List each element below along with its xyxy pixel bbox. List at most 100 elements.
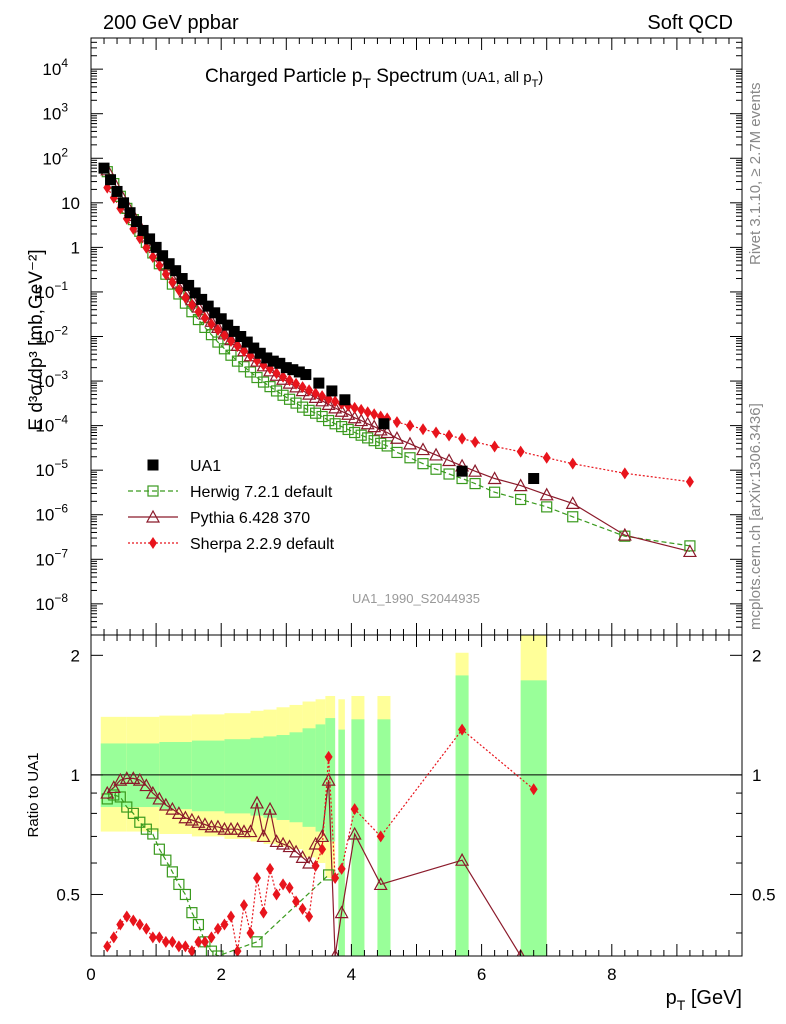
sherpa-main-point: [220, 329, 229, 342]
sherpa-main-point: [285, 374, 294, 387]
ua1-main-point: [144, 233, 156, 245]
pythia-ratio-point: [269, 834, 284, 848]
pythia-ratio-point: [158, 797, 173, 811]
sherpa-ratio-point: [259, 906, 268, 919]
sherpa-ratio-line: [106, 728, 535, 952]
pythia-ratio-point: [373, 877, 388, 891]
sherpa-ratio-point: [285, 881, 294, 894]
legend-sherpa-marker: [149, 537, 157, 549]
ua1-main-point: [215, 313, 227, 325]
sherpa-main-point: [142, 241, 151, 254]
sherpa-ratio-point: [200, 935, 209, 948]
herwig-main-point: [541, 501, 553, 513]
herwig-main-point: [362, 432, 374, 444]
sherpa-main-point: [207, 318, 216, 331]
main-plot-data: [98, 162, 697, 558]
ratio-x-tick-label: 8: [607, 965, 616, 984]
herwig-main-point: [349, 426, 361, 439]
herwig-main-point: [391, 446, 403, 459]
herwig-main-point: [417, 458, 429, 470]
ratio-y-tick-label: 1: [71, 766, 80, 785]
main-y-axis-label: E d³σ/dp³ [mb,GeV⁻²]: [26, 249, 47, 430]
pythia-ratio-point: [139, 778, 154, 792]
ratio-band-inner: [520, 680, 547, 956]
pythia-main-point: [468, 463, 483, 477]
ratio-band-inner: [338, 729, 345, 956]
sherpa-ratio-point: [246, 926, 255, 939]
sherpa-ratio-point: [135, 918, 144, 931]
sherpa-main-point: [419, 423, 428, 436]
sherpa-ratio-point: [187, 945, 196, 956]
sherpa-main-point: [458, 432, 467, 445]
pythia-ratio-point: [282, 839, 297, 853]
pythia-ratio-point: [171, 806, 186, 819]
pythia-main-point: [565, 496, 580, 509]
herwig-main-point: [212, 336, 224, 348]
legend-ua1-label: UA1: [190, 458, 221, 475]
sherpa-main-point: [168, 276, 177, 289]
ua1-main-point: [176, 273, 188, 285]
pythia-main-point: [617, 527, 632, 541]
ua1-main-point: [131, 216, 143, 228]
sherpa-main-point: [161, 268, 170, 281]
ratio-band-inner: [455, 675, 469, 956]
pythia-ratio-point: [302, 855, 317, 869]
ua1-main-point: [456, 465, 468, 477]
sherpa-main-point: [350, 401, 359, 414]
sherpa-main-point: [357, 403, 366, 416]
sherpa-main-point: [471, 435, 480, 448]
herwig-main-point: [381, 440, 393, 452]
herwig-ratio-point: [153, 843, 165, 855]
pythia-ratio-point: [210, 819, 225, 833]
main-y-tick-label: 10−5: [35, 457, 68, 480]
sherpa-main-point: [213, 323, 222, 336]
herwig-main-point: [296, 401, 309, 413]
sherpa-ratio-point: [207, 931, 216, 944]
sherpa-main-point: [370, 408, 379, 421]
ratio-band-inner: [325, 718, 336, 842]
herwig-main-point: [316, 410, 328, 423]
sherpa-main-point: [233, 340, 242, 353]
pythia-main-point: [487, 471, 502, 485]
pythia-ratio-point: [230, 821, 245, 835]
herwig-main-point: [515, 493, 527, 506]
herwig-main-point: [619, 530, 631, 542]
sherpa-main-point: [445, 429, 454, 442]
pythia-ratio-point: [184, 812, 199, 826]
sherpa-ratio-point: [239, 899, 248, 912]
pythia-ratio-point: [145, 785, 160, 799]
herwig-ratio-point: [127, 807, 139, 819]
ua1-main-point: [287, 364, 299, 376]
sherpa-ratio-point: [324, 750, 333, 763]
herwig-ratio-point: [101, 793, 113, 805]
ratio-band-inner: [315, 724, 326, 832]
ua1-main-point: [170, 265, 182, 277]
herwig-main-point: [469, 477, 481, 490]
main-y-tick-label: 1: [71, 238, 80, 257]
sherpa-main-point: [194, 305, 203, 318]
pythia-main-point: [389, 431, 404, 444]
ua1-main-point: [118, 197, 130, 209]
ua1-main-point: [189, 287, 201, 299]
ua1-main-point: [254, 347, 266, 359]
ratio-x-tick-label: 2: [216, 965, 225, 984]
main-y-ticks: 10−810−710−610−510−410−310−210−111010210…: [35, 37, 743, 636]
sherpa-ratio-point: [142, 922, 151, 935]
herwig-ratio-point: [108, 789, 120, 801]
ua1-main-point: [163, 258, 175, 270]
pythia-ratio-point: [256, 829, 271, 843]
herwig-ratio-point: [251, 936, 263, 948]
pythia-main-point: [276, 371, 291, 385]
sherpa-ratio-point: [376, 830, 385, 843]
ua1-main-point: [261, 352, 273, 364]
legend-herwig-marker: [147, 485, 159, 497]
pythia-main-point: [269, 367, 284, 381]
sherpa-ratio-point: [331, 872, 340, 885]
pythia-ratio-point: [276, 836, 291, 850]
sherpa-main-point: [239, 345, 248, 358]
sherpa-main-point: [226, 335, 235, 348]
ratio-x-tick-label: 6: [477, 965, 486, 984]
herwig-main-point: [277, 389, 289, 401]
main-y-tick-label: 104: [42, 56, 68, 79]
sherpa-ratio-point: [103, 940, 112, 953]
